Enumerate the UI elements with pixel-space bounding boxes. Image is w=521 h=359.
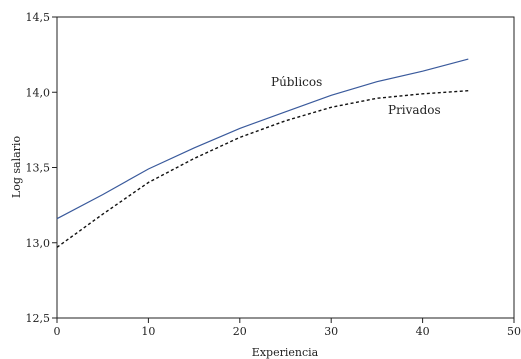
labels: Experiencia Log salario Públicos Privado…: [10, 75, 441, 359]
y-tick-label: 14,5: [26, 11, 51, 24]
y-tick-label: 13,0: [26, 237, 51, 250]
axes: [56, 16, 515, 319]
x-tick-label: 0: [54, 325, 61, 338]
series-line-publicos: [56, 58, 469, 220]
y-tick-label: 12,5: [26, 312, 51, 325]
series-label-privados: Privados: [388, 103, 441, 117]
plot-frame: [56, 16, 515, 319]
x-tick-label: 30: [324, 325, 338, 338]
y-tick-label: 14,0: [26, 86, 51, 99]
x-axis-label: Experiencia: [252, 346, 319, 359]
series-lines: [56, 58, 469, 248]
ticks: 0 10 20 30 40 50 12,5 13,0 13,5 14,0 14,5: [26, 11, 521, 338]
x-tick-label: 50: [507, 325, 521, 338]
y-tick-label: 13,5: [26, 162, 51, 175]
x-tick-label: 40: [416, 325, 430, 338]
x-tick-label: 20: [233, 325, 247, 338]
series-label-publicos: Públicos: [271, 75, 322, 89]
series-line-privados: [56, 90, 469, 248]
x-tick-label: 10: [141, 325, 155, 338]
y-axis-label: Log salario: [10, 136, 23, 199]
